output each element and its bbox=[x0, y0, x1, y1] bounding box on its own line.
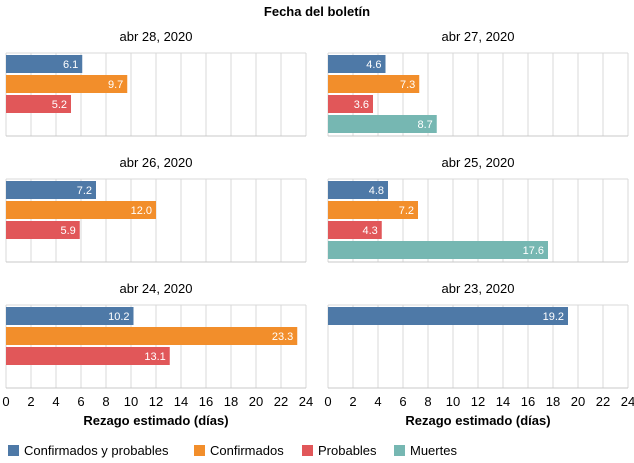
legend-label: Confirmados bbox=[210, 443, 284, 458]
legend-label: Confirmados y probables bbox=[24, 443, 169, 458]
x-tick-label: 6 bbox=[77, 394, 84, 409]
x-tick-label: 4 bbox=[52, 394, 59, 409]
bar-value-label: 5.2 bbox=[52, 99, 67, 111]
bar-value-label: 23.3 bbox=[272, 331, 293, 343]
x-tick-label: 18 bbox=[546, 394, 560, 409]
bar-value-label: 19.2 bbox=[543, 311, 564, 323]
legend-item: Probables bbox=[302, 443, 377, 458]
bar-value-label: 4.3 bbox=[362, 225, 377, 237]
x-tick-label: 20 bbox=[249, 394, 263, 409]
facet-label: abr 24, 2020 bbox=[119, 281, 192, 296]
x-tick-label: 4 bbox=[374, 394, 381, 409]
bar bbox=[6, 221, 80, 239]
bar-value-label: 7.2 bbox=[399, 205, 414, 217]
bar-value-label: 4.8 bbox=[369, 185, 384, 197]
legend-item: Confirmados y probables bbox=[8, 443, 169, 458]
legend-swatch bbox=[302, 445, 313, 456]
bar bbox=[6, 327, 298, 345]
x-axis-title: Rezago estimado (días) bbox=[83, 413, 228, 428]
bar bbox=[6, 95, 71, 113]
legend-swatch bbox=[394, 445, 405, 456]
bar-value-label: 12.0 bbox=[131, 205, 152, 217]
bar-value-label: 6.1 bbox=[63, 59, 78, 71]
bar bbox=[328, 307, 568, 325]
x-tick-label: 16 bbox=[199, 394, 213, 409]
bar bbox=[328, 75, 420, 93]
facet-label: abr 26, 2020 bbox=[119, 155, 192, 170]
facet-label: abr 23, 2020 bbox=[441, 281, 514, 296]
bar bbox=[6, 307, 134, 325]
bar-value-label: 13.1 bbox=[144, 351, 165, 363]
facet-panel: abr 23, 2020 19.2 bbox=[327, 281, 629, 389]
facet-panel: abr 28, 2020 6.1 9.7 5.2 bbox=[5, 29, 307, 137]
bar bbox=[6, 75, 128, 93]
facet-panel: abr 24, 2020 10.2 23.3 13.1 bbox=[5, 281, 307, 389]
x-tick-label: 18 bbox=[224, 394, 238, 409]
bar-value-label: 8.7 bbox=[417, 119, 432, 131]
x-tick-label: 24 bbox=[299, 394, 313, 409]
x-tick-label: 10 bbox=[446, 394, 460, 409]
x-tick-label: 22 bbox=[274, 394, 288, 409]
chart-title: Fecha del boletín bbox=[264, 4, 370, 19]
x-tick-label: 8 bbox=[424, 394, 431, 409]
bar-value-label: 7.3 bbox=[400, 79, 415, 91]
bar bbox=[328, 55, 386, 73]
bar-value-label: 3.6 bbox=[354, 99, 369, 111]
x-tick-label: 14 bbox=[496, 394, 510, 409]
x-tick-label: 12 bbox=[149, 394, 163, 409]
x-tick-label: 20 bbox=[571, 394, 585, 409]
bar-value-label: 5.9 bbox=[60, 225, 75, 237]
x-axis-title: Rezago estimado (días) bbox=[405, 413, 550, 428]
bar-value-label: 17.6 bbox=[523, 245, 544, 257]
legend-swatch bbox=[8, 445, 19, 456]
bar-value-label: 9.7 bbox=[108, 79, 123, 91]
facet-panel: abr 25, 2020 4.8 7.2 4.3 17.6 bbox=[327, 155, 629, 263]
x-tick-label: 12 bbox=[471, 394, 485, 409]
bar bbox=[328, 221, 382, 239]
facet-label: abr 27, 2020 bbox=[441, 29, 514, 44]
legend-swatch bbox=[194, 445, 205, 456]
x-tick-label: 14 bbox=[174, 394, 188, 409]
bar bbox=[328, 181, 388, 199]
legend-item: Muertes bbox=[394, 443, 457, 458]
x-tick-label: 10 bbox=[124, 394, 138, 409]
facet-label: abr 28, 2020 bbox=[119, 29, 192, 44]
bar bbox=[328, 115, 437, 133]
x-tick-label: 0 bbox=[2, 394, 9, 409]
bar bbox=[6, 181, 96, 199]
legend-label: Probables bbox=[318, 443, 377, 458]
facet-label: abr 25, 2020 bbox=[441, 155, 514, 170]
bar bbox=[328, 95, 373, 113]
bar bbox=[328, 241, 548, 259]
x-tick-label: 0 bbox=[324, 394, 331, 409]
x-tick-label: 6 bbox=[399, 394, 406, 409]
facet-panel: abr 27, 2020 4.6 7.3 3.6 8.7 bbox=[327, 29, 629, 137]
x-tick-label: 8 bbox=[102, 394, 109, 409]
x-tick-label: 22 bbox=[596, 394, 610, 409]
bar-value-label: 7.2 bbox=[77, 185, 92, 197]
x-tick-label: 24 bbox=[621, 394, 634, 409]
bar-value-label: 4.6 bbox=[366, 59, 381, 71]
bar bbox=[6, 201, 156, 219]
facet-panel: abr 26, 2020 7.2 12.0 5.9 bbox=[5, 155, 307, 263]
bar-value-label: 10.2 bbox=[108, 311, 129, 323]
legend-item: Confirmados bbox=[194, 443, 284, 458]
bar bbox=[6, 55, 83, 73]
bar bbox=[6, 347, 170, 365]
x-tick-label: 16 bbox=[521, 394, 535, 409]
x-tick-label: 2 bbox=[349, 394, 356, 409]
bar bbox=[328, 201, 418, 219]
legend-label: Muertes bbox=[410, 443, 457, 458]
x-tick-label: 2 bbox=[27, 394, 34, 409]
